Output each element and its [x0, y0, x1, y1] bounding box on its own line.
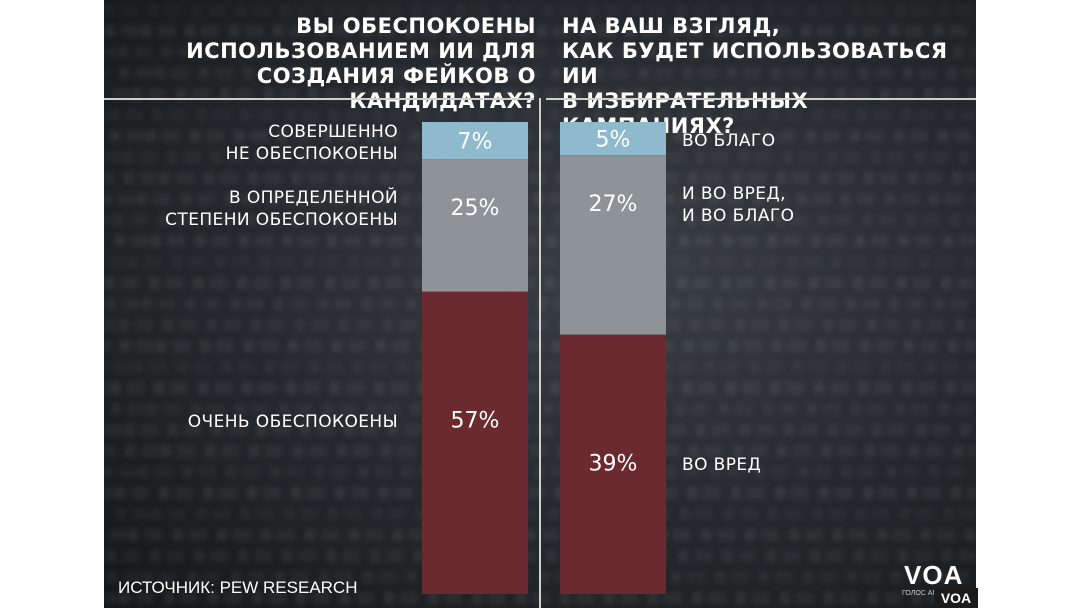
- vertical-divider: [539, 98, 541, 608]
- right-heading-line: НА ВАШ ВЗГЛЯД,: [562, 14, 781, 38]
- stacked-bar-chart: 7% 25% 57% 5% 27% 39%: [422, 122, 666, 594]
- category-label: ВО БЛАГО: [682, 130, 775, 152]
- logo-subtitle: ГОЛОС АМЕРИКИ: [902, 590, 962, 597]
- texture-row: [104, 4, 976, 16]
- category-label-line: ВО БЛАГО: [682, 130, 776, 151]
- category-label: И ВО ВРЕД, И ВО БЛАГО: [682, 183, 794, 227]
- category-label-line: СТЕПЕНИ ОБЕСПОКОЕНЫ: [165, 210, 398, 231]
- bar-value-label: 5%: [596, 128, 631, 153]
- bar-value-label: 57%: [451, 409, 500, 434]
- bar-segment: [560, 334, 666, 594]
- bar-value-label: 39%: [589, 452, 638, 477]
- category-label-line: В ОПРЕДЕЛЕННОЙ: [228, 188, 398, 209]
- category-label-line: И ВО БЛАГО: [682, 206, 795, 227]
- category-label: СОВЕРШЕННО НЕ ОБЕСПОКОЕНЫ: [226, 121, 398, 165]
- category-label: В ОПРЕДЕЛЕННОЙ СТЕПЕНИ ОБЕСПОКОЕНЫ: [165, 187, 398, 231]
- category-label-line: ВО ВРЕД: [682, 454, 762, 475]
- right-divider-line: [546, 98, 976, 100]
- source-note: ИСТОЧНИК: PEW RESEARCH: [118, 578, 358, 597]
- bar-segment: [422, 291, 528, 594]
- category-label-line: И ВО ВРЕД,: [682, 184, 786, 205]
- bar-segment: [560, 122, 666, 156]
- texture-row: [104, 46, 976, 58]
- texture-row: [104, 25, 976, 37]
- texture-row: [104, 67, 976, 79]
- bar-value-label: 25%: [451, 196, 500, 221]
- bar-value-label: 7%: [458, 130, 493, 155]
- category-label-line: ОЧЕНЬ ОБЕСПОКОЕНЫ: [187, 411, 398, 432]
- voa-badge: VOA: [934, 588, 978, 608]
- right-heading-line: КАК БУДЕТ ИСПОЛЬЗОВАТЬСЯ ИИ: [562, 39, 948, 88]
- voa-logo-icon: VOA: [904, 560, 963, 590]
- left-heading-line: СОЗДАНИЯ ФЕЙКОВ О КАНДИДАТАХ?: [256, 64, 536, 113]
- texture-row: [104, 88, 976, 100]
- left-question-heading: ВЫ ОБЕСПОКОЕНЫ ИСПОЛЬЗОВАНИЕМ ИИ ДЛЯ СОЗ…: [104, 14, 536, 114]
- bar-segment: [560, 155, 666, 335]
- left-heading-line: ИСПОЛЬЗОВАНИЕМ ИИ ДЛЯ: [186, 39, 536, 63]
- bar-segment: [422, 122, 528, 160]
- left-heading-line: ВЫ ОБЕСПОКОЕНЫ: [296, 14, 536, 38]
- category-label-line: НЕ ОБЕСПОКОЕНЫ: [225, 143, 398, 164]
- bar-value-label: 27%: [589, 192, 638, 217]
- right-question-heading: НА ВАШ ВЗГЛЯД, КАК БУДЕТ ИСПОЛЬЗОВАТЬСЯ …: [562, 14, 976, 139]
- svg-text:VOA: VOA: [904, 560, 963, 590]
- category-label: ВО ВРЕД: [682, 454, 761, 476]
- category-label-line: СОВЕРШЕННО: [268, 121, 398, 142]
- background-panel: ВЫ ОБЕСПОКОЕНЫ ИСПОЛЬЗОВАНИЕМ ИИ ДЛЯ СОЗ…: [104, 0, 976, 608]
- bar-segment: [422, 159, 528, 292]
- left-divider-line: [104, 98, 534, 100]
- category-label: ОЧЕНЬ ОБЕСПОКОЕНЫ: [188, 411, 398, 433]
